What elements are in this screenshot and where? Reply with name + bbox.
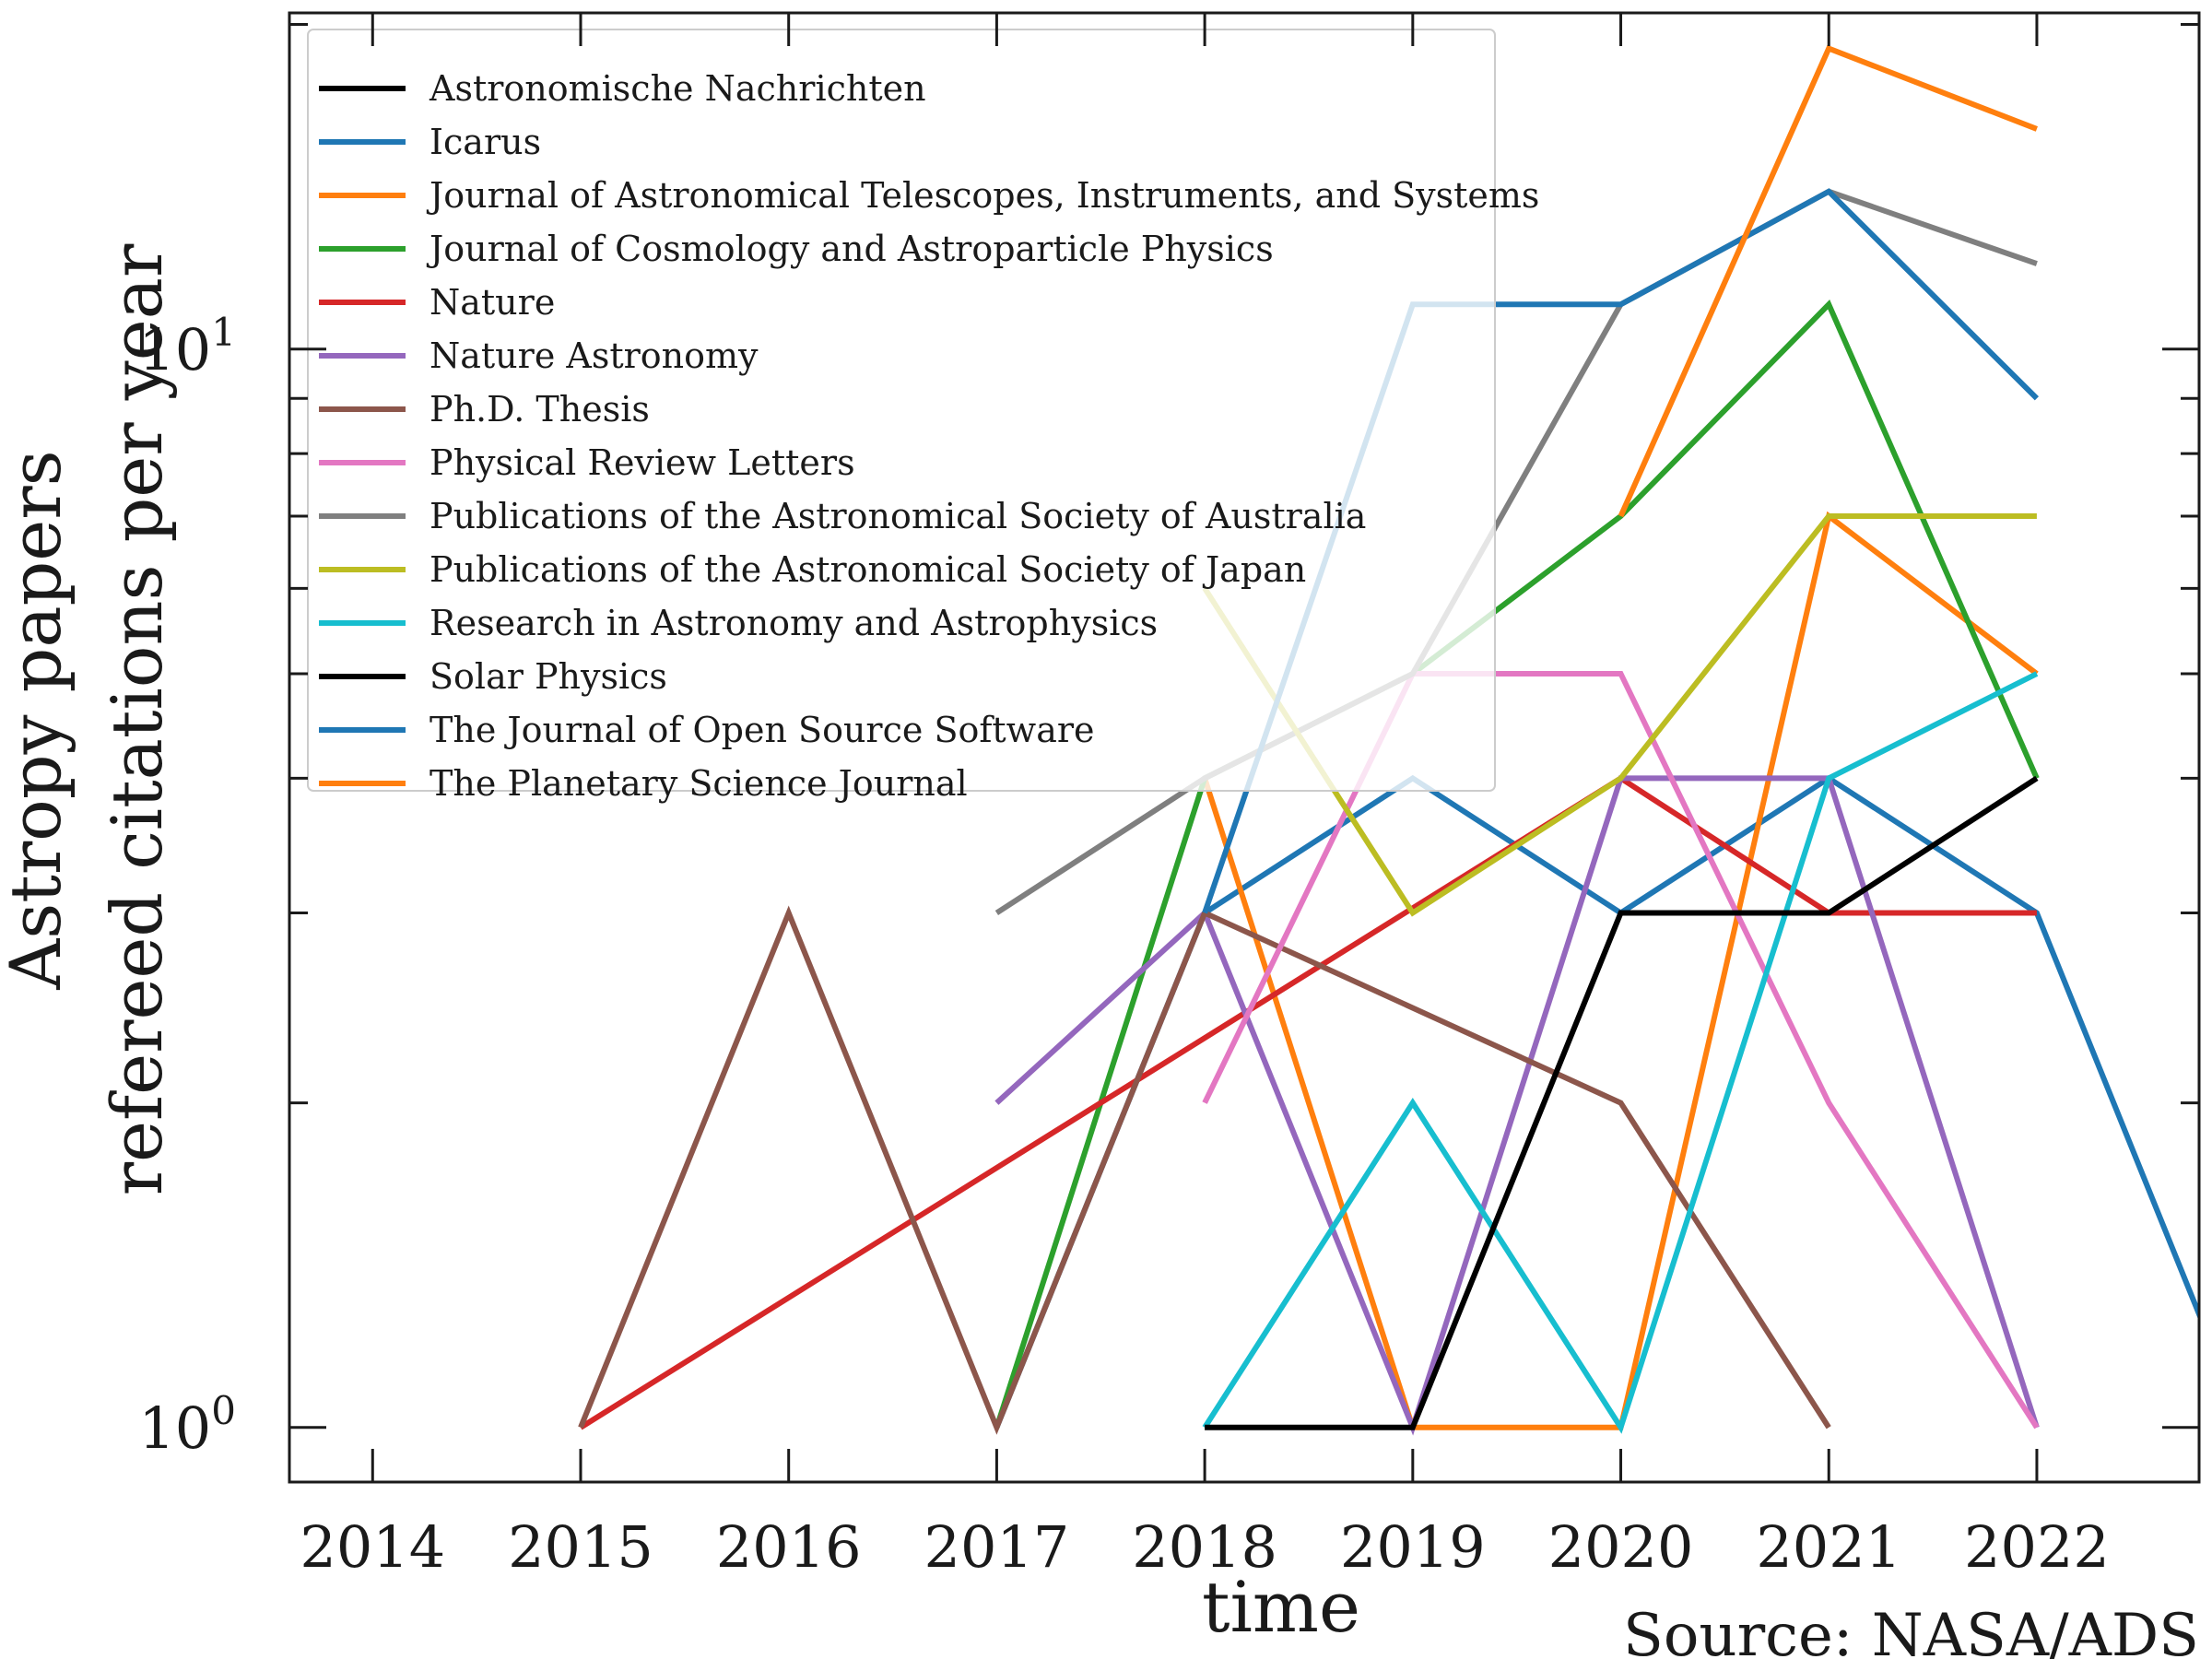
series-line-1: [994, 774, 2199, 1429]
x-tick-label: 2019: [1340, 1513, 1486, 1581]
legend-entry: Journal of Cosmology and Astroparticle P…: [426, 229, 1274, 269]
x-tick-label: 2020: [1548, 1513, 1694, 1581]
legend-entry: Nature: [429, 282, 555, 323]
series-line-7: [1202, 671, 2040, 1430]
legend-entry: Journal of Astronomical Telescopes, Inst…: [426, 175, 1539, 216]
series-line-6: [578, 905, 1831, 1435]
series-line-8: [994, 188, 2038, 916]
legend: Astronomische Nachrichten Icarus Journal o…: [319, 68, 1539, 804]
y-axis-label-line-1: Astropy papers: [0, 450, 76, 990]
plot-frame: [288, 11, 2201, 1484]
legend-entry: Physical Review Letters: [429, 442, 855, 483]
axis-ticks: 2014 2015 2016 2017 2018 2019 2020 2021 2022 100 1…: [138, 13, 2199, 1581]
legend-entry: Research in Astronomy and Astrophysics: [429, 603, 1158, 643]
x-tick-label: 2017: [924, 1513, 1070, 1581]
series-line-5: [994, 775, 2040, 1436]
x-tick-label: 2016: [716, 1513, 862, 1581]
x-tick-label: 2022: [1964, 1513, 2110, 1581]
legend-entry: Icarus: [429, 122, 541, 162]
x-axis-label: time: [1202, 1566, 1360, 1648]
legend-entry: Publications of the Astronomical Society…: [429, 496, 1366, 536]
series-line-13: [1618, 44, 2038, 518]
legend-entry: Solar Physics: [429, 656, 667, 697]
legend-entry: Astronomische Nachrichten: [429, 68, 926, 109]
legend-frame: [307, 29, 1496, 792]
series-line-3: [994, 300, 2040, 1429]
legend-entry: Ph.D. Thesis: [429, 389, 650, 429]
series-line-11: [1205, 775, 2039, 1430]
legend-entry: The Planetary Science Journal: [429, 763, 968, 804]
series-line-9: [1202, 513, 2037, 917]
y-axis-label: Astropy papers refereed citations per ye…: [0, 243, 178, 1195]
y-tick-label: 101: [138, 310, 236, 383]
legend-entry: Nature Astronomy: [429, 335, 759, 376]
y-tick-label: 100: [138, 1388, 236, 1462]
legend-entry: Publications of the Astronomical Society…: [429, 549, 1306, 590]
series-line-4: [579, 774, 2037, 1430]
series-line-10: [1202, 671, 2039, 1434]
y-axis-label-line-2: refereed citations per year: [96, 243, 178, 1195]
x-tick-label: 2018: [1132, 1513, 1277, 1581]
x-tick-label: 2014: [300, 1513, 445, 1581]
legend-entry: The Journal of Open Source Software: [429, 710, 1095, 750]
x-tick-label: 2021: [1756, 1513, 1901, 1581]
x-tick-label: 2015: [508, 1513, 653, 1581]
source-note: Source: NASA/ADS: [1623, 1602, 2199, 1659]
